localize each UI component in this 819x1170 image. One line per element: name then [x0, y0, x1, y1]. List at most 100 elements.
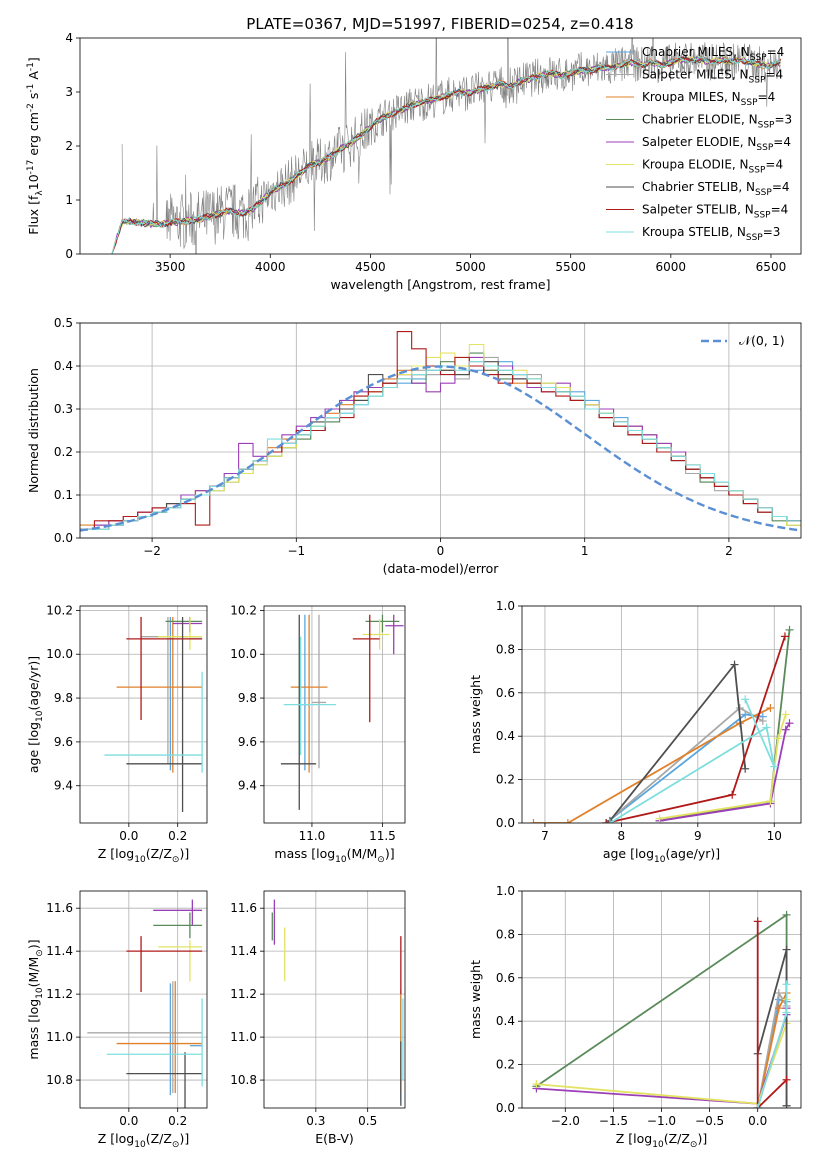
x-tick-label: 11.0 — [299, 829, 326, 843]
y-tick-label: 10.0 — [230, 647, 257, 661]
x-axis-label: Z [log10(Z/Z⊙)] — [98, 846, 189, 865]
plot-area — [80, 331, 801, 532]
legend-label: Kroupa STELIB, NSSP=3 — [642, 225, 780, 243]
weight-line — [756, 921, 788, 1108]
y-tick-label: 0.8 — [496, 927, 515, 941]
y-axis-label: age [log10(age/yr)] — [26, 656, 45, 773]
model-fit-line — [111, 56, 782, 254]
axes-frame — [79, 890, 208, 1109]
x-axis-label: Z [log10(Z/Z⊙)] — [98, 1131, 189, 1150]
plot-area — [532, 910, 791, 1108]
axes-frame — [521, 890, 802, 1109]
panel-age-vs-mass: 11.0 11.5 9.4 9.6 9.8 10.0 10.2 mass [log10(M/M… — [230, 603, 406, 865]
panel-weight-vs-age: 7 8 9 10 0.0 0.2 0.4 0.6 0.8 1.0 age [log10(age/yr… — [468, 599, 802, 865]
x-tick-label: 4000 — [255, 260, 286, 274]
y-tick-label: 11.2 — [46, 987, 73, 1001]
x-tick-label: −2 — [143, 544, 161, 558]
y-tick-label: 0.4 — [496, 729, 515, 743]
page-title: PLATE=0367, MJD=51997, FIBERID=0254, z=0… — [246, 15, 633, 33]
legend-label: Chabrier MILES, NSSP=4 — [642, 45, 784, 63]
x-tick-label: 5500 — [555, 260, 586, 274]
x-tick-label: 6000 — [656, 260, 687, 274]
legend-label: Chabrier STELIB, NSSP=4 — [642, 180, 790, 198]
y-tick-label: 11.6 — [230, 901, 257, 915]
y-axis-label: mass [log10(M/M⊙)] — [26, 939, 45, 1059]
model-fit-line — [111, 55, 781, 254]
panel-mass-vs-Z: 0.0 0.2 10.8 11.0 11.2 11.4 11.6 Z [log10(Z/Z⊙)… — [26, 890, 208, 1150]
axes-frame — [79, 322, 802, 539]
y-tick-label: 11.4 — [46, 944, 73, 958]
model-fit-line — [111, 56, 781, 254]
y-tick-label: 9.4 — [54, 779, 73, 793]
y-tick-label: 1 — [65, 193, 73, 207]
weight-line — [609, 662, 747, 822]
y-tick-label: 3 — [65, 85, 73, 99]
x-tick-label: 7 — [541, 829, 549, 843]
x-tick-label: 1 — [581, 544, 589, 558]
legend-label: Salpeter MILES, NSSP=4 — [642, 68, 783, 86]
gaussian-curve — [80, 365, 799, 532]
panel-spectrum: 3500 4000 4500 5000 5500 6000 6500 0 1 2 3 4 wavelen… — [26, 31, 802, 292]
x-tick-label: 0.2 — [168, 829, 187, 843]
plot-area — [87, 899, 203, 1108]
plot-area — [104, 616, 203, 813]
y-tick-label: 0.5 — [54, 316, 73, 330]
y-tick-label: 10.2 — [46, 603, 73, 617]
y-tick-label: 0.4 — [54, 359, 73, 373]
x-tick-label: 2 — [725, 544, 733, 558]
y-tick-label: 11.0 — [230, 1030, 257, 1044]
x-tick-label: 0.0 — [119, 1114, 138, 1128]
panel-mass-vs-ebv: 0.3 0.5 10.8 11.0 11.2 11.4 11.6 E(B-V) — [230, 890, 406, 1146]
x-tick-label: 0 — [437, 544, 445, 558]
y-tick-label: 10.8 — [230, 1073, 257, 1087]
x-axis-label: wavelength [Angstrom, rest frame] — [330, 277, 550, 292]
x-axis-label: E(B-V) — [315, 1131, 354, 1146]
y-tick-label: 11.2 — [230, 987, 257, 1001]
x-tick-label: 4500 — [355, 260, 386, 274]
observed-spectrum — [121, 38, 781, 254]
y-tick-label: 0.0 — [54, 531, 73, 545]
plot-area — [529, 625, 794, 823]
legend-label: Kroupa MILES, NSSP=4 — [642, 90, 775, 108]
y-tick-label: 0.0 — [496, 816, 515, 830]
y-axis-label: mass weight — [468, 960, 483, 1039]
x-tick-label: −1.5 — [599, 1114, 628, 1128]
x-tick-label: 0.5 — [358, 1114, 377, 1128]
plot-area — [280, 614, 404, 810]
y-tick-label: 9.4 — [238, 779, 257, 793]
x-axis-label: mass [log10(M/M⊙)] — [274, 846, 394, 865]
y-tick-label: 9.6 — [54, 735, 73, 749]
y-tick-label: 9.8 — [238, 691, 257, 705]
y-tick-label: 9.8 — [54, 691, 73, 705]
legend-label: 𝒩(0, 1) — [739, 333, 785, 348]
y-tick-label: 10.8 — [46, 1073, 73, 1087]
axes-frame — [79, 605, 208, 824]
y-tick-label: 0.3 — [54, 402, 73, 416]
y-axis-label: Normed distribution — [26, 368, 41, 493]
y-tick-label: 0.6 — [496, 971, 515, 985]
axes-frame — [79, 37, 802, 255]
y-tick-label: 0.4 — [496, 1014, 515, 1028]
y-tick-label: 0.2 — [496, 1058, 515, 1072]
y-tick-label: 11.6 — [46, 901, 73, 915]
y-tick-label: 2 — [65, 139, 73, 153]
legend-label: Chabrier ELODIE, NSSP=3 — [642, 113, 792, 131]
y-tick-label: 1.0 — [496, 884, 515, 898]
x-tick-label: 0.0 — [119, 829, 138, 843]
panel-residuals: −2 −1 0 1 2 0.0 0.1 0.2 0.3 0.4 0.5 (data-model)/er… — [26, 316, 802, 576]
y-tick-label: 11.4 — [230, 944, 257, 958]
y-tick-label: 4 — [65, 31, 73, 45]
plot-area — [111, 38, 782, 254]
panel-age-vs-Z: 0.0 0.2 9.4 9.6 9.8 10.0 10.2 Z [log10(Z/Z⊙)] ag… — [26, 603, 208, 865]
x-tick-label: 8 — [618, 829, 626, 843]
x-tick-label: 0.3 — [306, 1114, 325, 1128]
legend-label: Kroupa ELODIE, NSSP=4 — [642, 158, 783, 176]
legend-label: Salpeter ELODIE, NSSP=4 — [642, 135, 791, 153]
x-tick-label: −1 — [287, 544, 305, 558]
y-tick-label: 1.0 — [496, 599, 515, 613]
x-tick-label: 0.2 — [168, 1114, 187, 1128]
legend-label: Salpeter STELIB, NSSP=4 — [642, 203, 788, 221]
weight-line — [533, 707, 771, 823]
x-tick-label: −1.0 — [647, 1114, 676, 1128]
